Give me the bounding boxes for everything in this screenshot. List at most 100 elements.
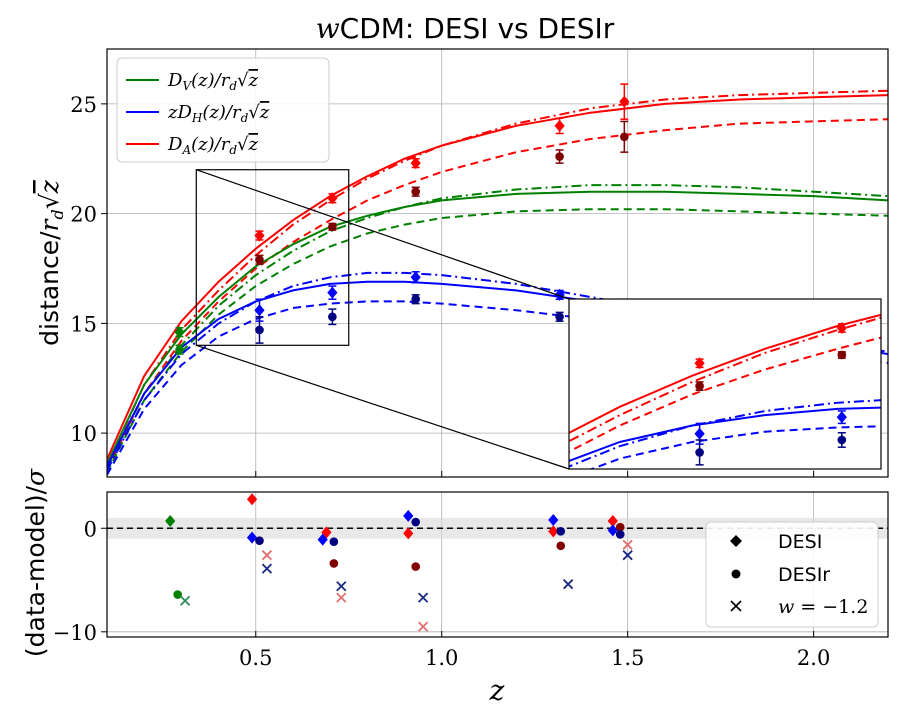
residual-point-diamond (607, 524, 618, 537)
data-point-diamond (619, 95, 630, 108)
inset-panel (568, 298, 882, 470)
inset-connector (196, 169, 570, 300)
data-point-circle (619, 132, 629, 142)
residual-point-diamond (548, 525, 559, 538)
inset-indicator-box (195, 169, 350, 346)
bottom-panel: 0.5 1.0 1.5 2.0 −10 0 DESI DESIr w = −1.2 (da… (21, 468, 889, 707)
legend-item-w: w = −1.2 (778, 596, 868, 618)
data-point-diamond (554, 119, 565, 132)
inset-series-line-blue-solid (569, 406, 881, 462)
series-line-red-dashdot (107, 89, 888, 467)
inset-data-point-diamond (694, 357, 705, 370)
residual-point-diamond (403, 527, 414, 540)
residual-point-circle (411, 562, 421, 571)
residual-point-cross (622, 539, 633, 550)
bottom-xtick-label: 1.5 (611, 646, 644, 670)
inset-data-point-diamond (836, 411, 847, 424)
bottom-legend-frame (705, 521, 879, 628)
top-ytick-label: 15 (70, 312, 97, 336)
residual-point-cross (179, 595, 191, 606)
bottom-axes-frame (106, 491, 889, 638)
residual-point-circle (411, 517, 421, 527)
inset-data-point-diamond (836, 322, 847, 335)
residual-point-cross (336, 581, 347, 592)
residual-point-cross (622, 550, 633, 561)
residual-point-circle (255, 536, 264, 545)
top-ylabel: distance/rd√z (35, 179, 67, 346)
bottom-ylabel: (data-model)/σ (21, 468, 50, 657)
legend-item-desi: DESI (778, 531, 822, 553)
inset-data-point-circle (837, 435, 847, 445)
residual-point-diamond (246, 531, 258, 544)
residual-point-diamond (165, 515, 176, 527)
inset-indicator (195, 169, 570, 470)
bottom-legend: DESI DESIr w = −1.2 (705, 521, 879, 628)
legend-cross-marker (730, 600, 742, 612)
bottom-points (165, 493, 633, 632)
legend-item-dh: zDH(z)/rd√z (167, 102, 270, 125)
chart-title-text: CDM: DESI vs DESIr (340, 12, 615, 45)
data-point-diamond (254, 304, 265, 317)
data-point-circle (328, 222, 337, 232)
data-point-diamond (410, 157, 421, 170)
inset-lines (569, 313, 881, 469)
legend-item-desir: DESIr (778, 564, 830, 586)
residual-point-circle (329, 559, 339, 568)
inset-connector (196, 344, 570, 470)
data-point-circle (255, 255, 264, 265)
data-point-diamond (410, 271, 421, 284)
chart-title: wCDM: DESI vs DESIr (316, 12, 615, 45)
data-point-circle (411, 294, 421, 304)
data-point-diamond (254, 229, 265, 242)
top-axes-frame (106, 48, 889, 478)
bottom-xlabel: z (489, 674, 505, 707)
residual-point-circle (615, 530, 625, 539)
residual-point-cross (261, 563, 273, 574)
inset-data-point-circle (837, 350, 847, 360)
legend-item-da: DA(z)/rd√z (167, 134, 258, 157)
inset-data-point-diamond (694, 427, 705, 440)
series-line-blue-dashed (107, 300, 888, 476)
inset-background (569, 299, 881, 469)
inset-series-line-red-solid (569, 313, 881, 435)
inset-data-point-circle (695, 381, 704, 391)
top-ytick-label: 20 (70, 203, 97, 227)
data-point-diamond (174, 326, 185, 339)
residual-point-circle (329, 537, 339, 547)
residual-point-cross (261, 550, 273, 561)
bottom-ticks: 0.5 1.0 1.5 2.0 −10 0 (53, 517, 831, 670)
data-point-circle (255, 325, 264, 335)
bottom-ytick-label: −10 (53, 621, 97, 645)
residual-point-cross (563, 579, 574, 590)
inset-series-line-blue-dashdot (569, 399, 881, 468)
inset-series-line-red-dashdot (569, 316, 881, 443)
inset-data-point-circle (695, 448, 704, 457)
residual-point-cross (417, 592, 429, 603)
data-point-circle (175, 345, 184, 355)
residual-point-circle (556, 527, 566, 536)
residual-point-cross (336, 592, 347, 603)
top-ytick-label: 25 (70, 93, 97, 117)
chart-title-math: w (316, 12, 340, 45)
residual-point-circle (615, 522, 625, 532)
bottom-xtick-label: 1.0 (425, 646, 458, 670)
residual-point-diamond (607, 515, 618, 527)
data-point-circle (411, 187, 421, 196)
data-point-diamond (554, 288, 565, 301)
top-points (174, 83, 630, 355)
legend-circle-marker (731, 569, 741, 579)
legend-diamond-marker (730, 535, 742, 547)
top-ticks: 10 15 20 25 (70, 93, 815, 477)
top-legend: DV(z)/rd√z zDH(z)/rd√z DA(z)/rd√z (116, 57, 330, 163)
series-line-green-solid (107, 190, 888, 465)
top-ytick-label: 10 (70, 422, 97, 446)
residual-point-circle (173, 590, 182, 599)
top-lines (107, 89, 888, 476)
bottom-xtick-label: 2.0 (797, 646, 830, 670)
inset-frame (568, 298, 882, 470)
residual-point-diamond (246, 493, 258, 506)
legend-frame (116, 57, 330, 163)
series-line-red-solid (107, 94, 888, 460)
data-point-diamond (327, 286, 338, 299)
